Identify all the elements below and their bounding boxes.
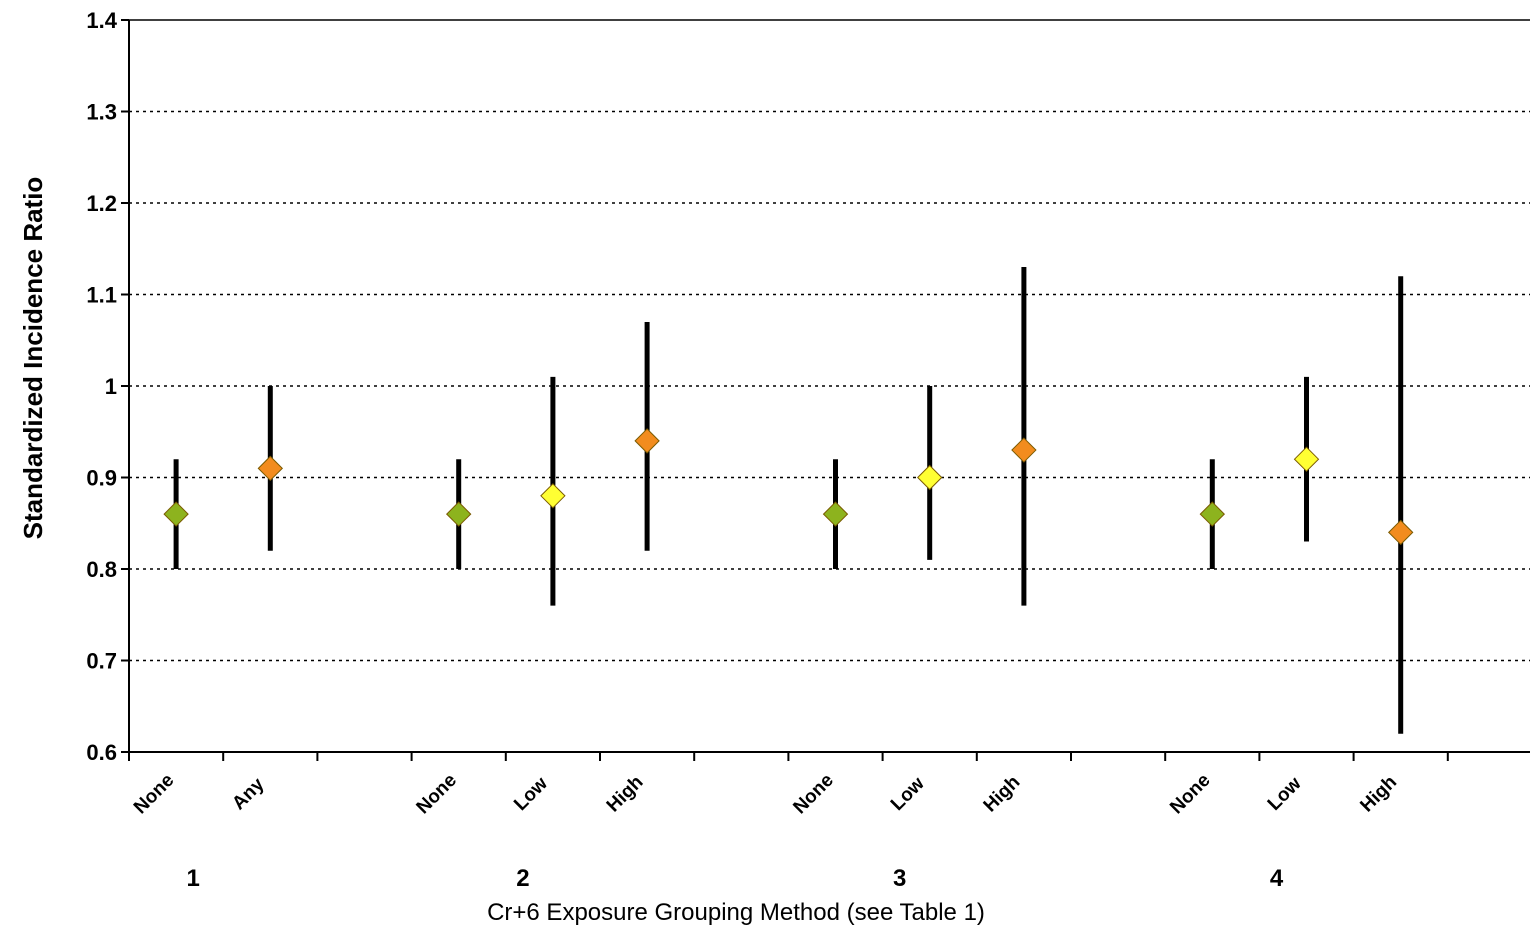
data-point-diamond — [1011, 437, 1037, 463]
error-bars — [173, 267, 1404, 734]
y-tick-label: 0.8 — [86, 557, 117, 582]
y-tick-label: 1.2 — [86, 191, 117, 216]
x-category-label: Low — [1264, 773, 1306, 815]
x-category-label: Low — [887, 773, 929, 815]
x-category-label: None — [130, 770, 178, 818]
y-tick-label: 1.1 — [86, 283, 117, 308]
x-category-label: Any — [228, 774, 269, 815]
y-tick-label: 0.7 — [86, 649, 117, 674]
x-group-labels: 1 2 3 4 — [187, 865, 1284, 892]
x-group-label: 2 — [516, 865, 529, 892]
data-point-diamond — [540, 483, 566, 509]
x-group-label: 1 — [187, 865, 200, 892]
x-tick-marks — [128, 752, 1449, 761]
x-category-label: High — [1356, 772, 1401, 817]
x-group-label: 3 — [893, 865, 906, 892]
x-group-label: 4 — [1270, 865, 1284, 892]
y-axis-title: Standardized Incidence Ratio — [18, 177, 48, 540]
x-category-labels: None Any None Low High None Low High None Low High — [130, 770, 1401, 818]
data-markers — [163, 428, 1414, 546]
x-category-label: High — [603, 772, 648, 817]
data-point-diamond — [1387, 519, 1414, 546]
x-category-label: None — [413, 770, 461, 818]
gridlines — [129, 19, 1530, 662]
data-point-diamond — [822, 501, 849, 527]
y-tick-label: 1.3 — [86, 100, 117, 125]
x-category-label: None — [1166, 770, 1214, 818]
data-point-diamond — [1199, 501, 1226, 527]
y-tick-label: 0.6 — [86, 740, 117, 765]
axes — [121, 19, 1530, 753]
y-tick-label: 1 — [105, 374, 117, 399]
data-point-diamond — [445, 501, 472, 527]
data-point-diamond — [634, 428, 660, 454]
x-category-label: Low — [510, 773, 552, 815]
y-tick-label: 0.9 — [86, 466, 117, 491]
x-axis-title: Cr+6 Exposure Grouping Method (see Table… — [487, 899, 985, 926]
x-category-label: None — [789, 770, 837, 818]
y-tick-label: 1.4 — [86, 8, 117, 33]
data-point-diamond — [257, 455, 284, 482]
data-point-diamond — [163, 501, 189, 527]
data-point-diamond — [1293, 446, 1320, 472]
data-point-diamond — [916, 464, 943, 491]
y-tick-labels: 0.6 0.7 0.8 0.9 1 1.1 1.2 1.3 1.4 — [86, 8, 117, 765]
x-category-label: High — [980, 772, 1025, 817]
